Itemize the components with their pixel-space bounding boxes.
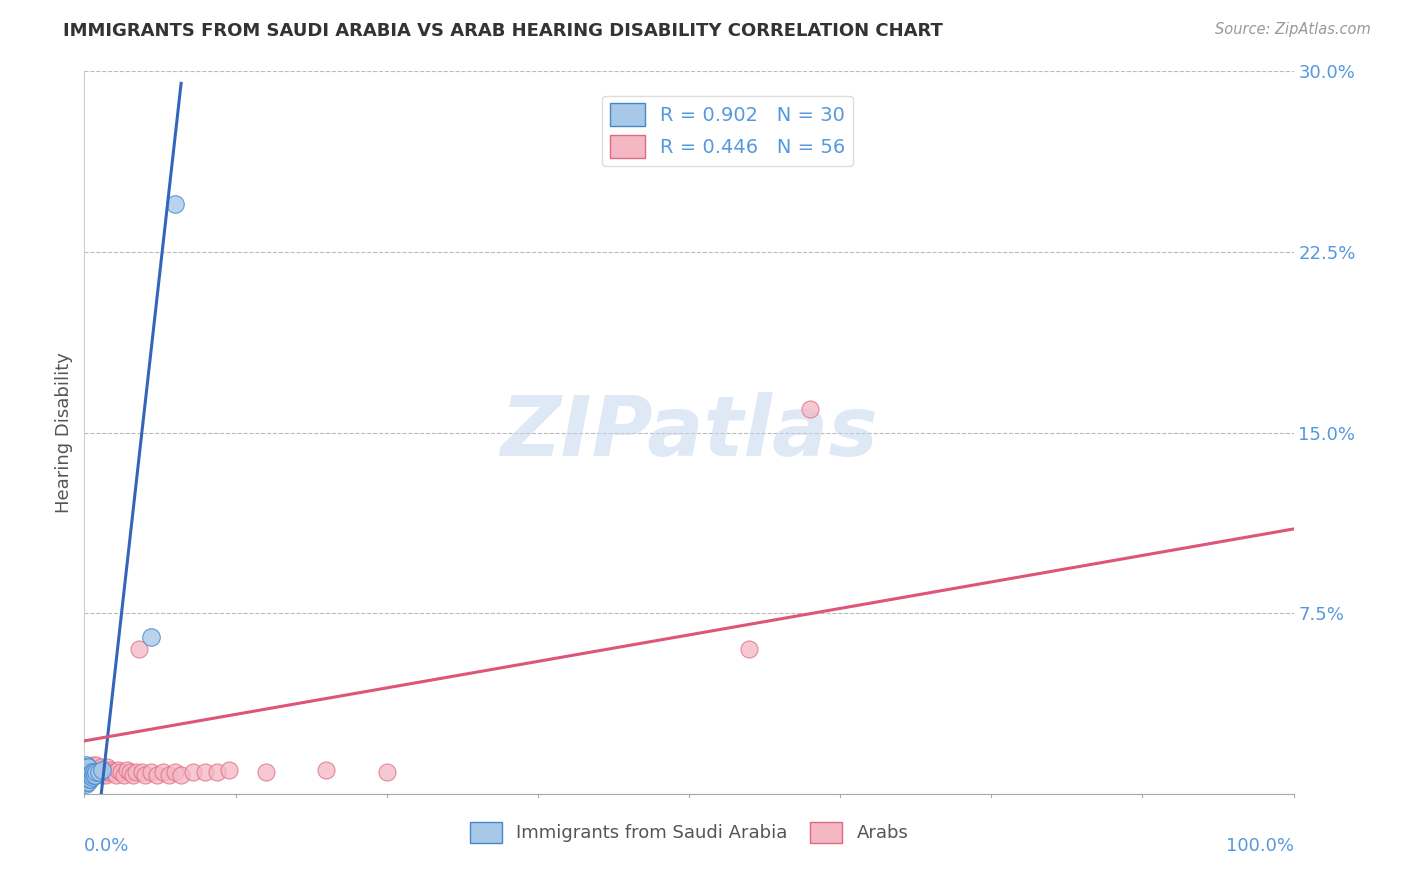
Point — [77, 774, 100, 789]
Point — [181, 765, 204, 780]
Point — [73, 770, 96, 784]
Point — [77, 770, 100, 784]
Point — [77, 765, 100, 780]
Point — [75, 772, 97, 787]
Point — [93, 763, 115, 777]
Point — [77, 763, 100, 777]
Point — [82, 767, 104, 781]
Point — [97, 765, 120, 780]
Point — [194, 765, 217, 780]
Point — [86, 765, 108, 780]
Point — [94, 765, 117, 780]
Point — [77, 767, 100, 781]
Point — [89, 765, 111, 780]
Point — [128, 642, 150, 657]
Point — [110, 765, 132, 780]
Text: IMMIGRANTS FROM SAUDI ARABIA VS ARAB HEARING DISABILITY CORRELATION CHART: IMMIGRANTS FROM SAUDI ARABIA VS ARAB HEA… — [63, 22, 943, 40]
Point — [375, 765, 398, 780]
Point — [77, 772, 100, 787]
Point — [170, 767, 193, 781]
Point — [121, 767, 143, 781]
Point — [73, 765, 96, 780]
Point — [80, 765, 103, 780]
Point — [75, 767, 97, 781]
Point — [218, 763, 240, 777]
Point — [90, 760, 112, 774]
Point — [75, 765, 97, 780]
Point — [76, 760, 98, 774]
Point — [82, 767, 104, 781]
Point — [75, 774, 97, 789]
Point — [76, 765, 98, 780]
Point — [139, 630, 162, 644]
Point — [79, 772, 101, 787]
Point — [77, 772, 100, 787]
Point — [83, 765, 105, 780]
Point — [76, 760, 98, 774]
Point — [80, 770, 103, 784]
Point — [207, 765, 229, 780]
Point — [120, 765, 142, 780]
Point — [107, 763, 129, 777]
Text: 0.0%: 0.0% — [84, 838, 129, 855]
Point — [91, 767, 114, 781]
Point — [115, 763, 138, 777]
Point — [112, 767, 135, 781]
Point — [86, 765, 108, 780]
Text: ZIPatlas: ZIPatlas — [501, 392, 877, 473]
Point — [86, 767, 108, 781]
Point — [799, 401, 821, 416]
Point — [131, 765, 153, 780]
Point — [77, 760, 100, 774]
Point — [146, 767, 169, 781]
Point — [79, 763, 101, 777]
Text: Source: ZipAtlas.com: Source: ZipAtlas.com — [1215, 22, 1371, 37]
Point — [79, 770, 101, 784]
Point — [80, 765, 103, 780]
Point — [165, 765, 187, 780]
Point — [73, 774, 96, 789]
Point — [165, 197, 187, 211]
Point — [134, 767, 156, 781]
Point — [75, 763, 97, 777]
Point — [84, 763, 107, 777]
Y-axis label: Hearing Disability: Hearing Disability — [55, 352, 73, 513]
Point — [75, 758, 97, 772]
Point — [87, 765, 110, 780]
Point — [100, 763, 122, 777]
Point — [79, 767, 101, 781]
Point — [86, 758, 108, 772]
Point — [76, 770, 98, 784]
Point — [139, 765, 162, 780]
Point — [104, 767, 127, 781]
Point — [315, 763, 337, 777]
Point — [125, 765, 148, 780]
Point — [73, 772, 96, 787]
Point — [103, 765, 125, 780]
Point — [157, 767, 180, 781]
Point — [77, 760, 100, 774]
Point — [76, 774, 98, 789]
Point — [76, 770, 98, 784]
Point — [254, 765, 277, 780]
Point — [75, 777, 97, 791]
Point — [84, 767, 107, 781]
Point — [82, 758, 104, 772]
Point — [83, 765, 105, 780]
Point — [152, 765, 174, 780]
Point — [96, 760, 118, 774]
Point — [91, 763, 114, 777]
Legend: Immigrants from Saudi Arabia, Arabs: Immigrants from Saudi Arabia, Arabs — [463, 814, 915, 850]
Point — [87, 763, 110, 777]
Point — [77, 770, 100, 784]
Point — [94, 767, 117, 781]
Text: 100.0%: 100.0% — [1226, 838, 1294, 855]
Point — [738, 642, 761, 657]
